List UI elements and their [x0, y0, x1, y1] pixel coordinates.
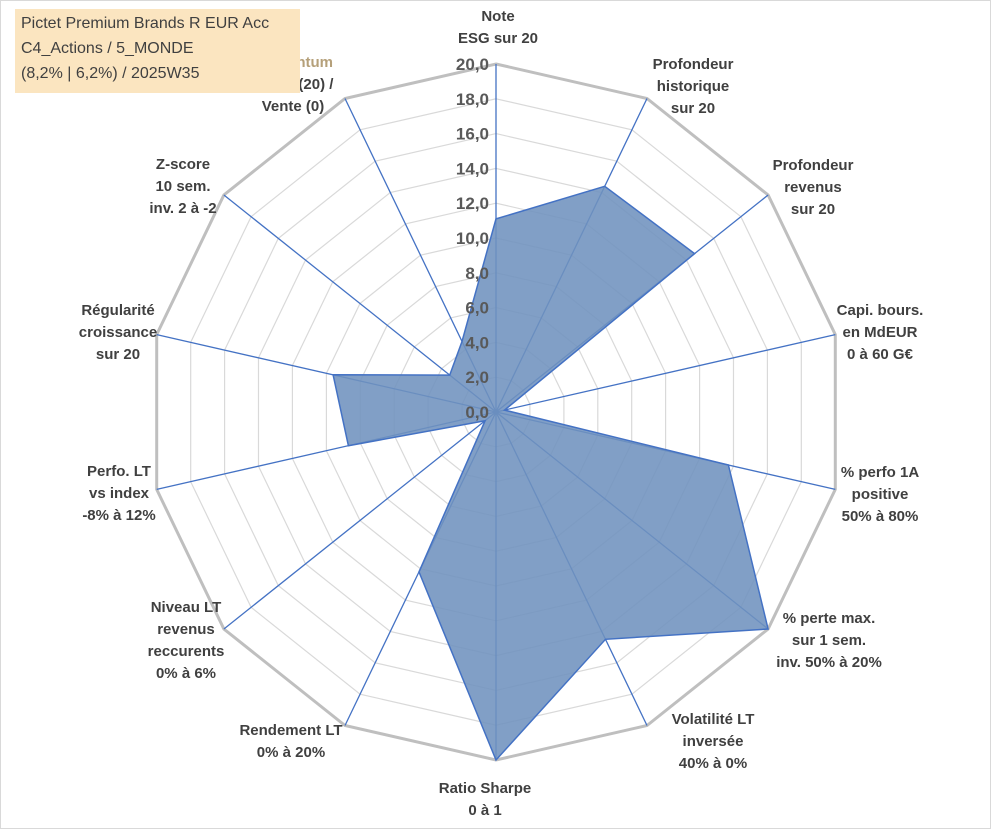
category-label: Niveau LT revenus reccurents 0% à 6% [148, 599, 225, 682]
tick-label: 20,0 [456, 55, 489, 74]
tick-label: 18,0 [456, 90, 489, 109]
tick-label: 0,0 [465, 403, 489, 422]
radar-category-labels: Note ESG sur 20 Profondeur historique sur 20… [79, 8, 924, 819]
tick-label: 2,0 [465, 368, 489, 387]
fund-category: C4_Actions / 5_MONDE [21, 40, 194, 57]
category-label: Volatilité LT inversée 40% à 0% [672, 711, 755, 772]
category-label: Perfo. LT vs index -8% à 12% [82, 463, 155, 524]
fund-title-box: Pictet Premium Brands R EUR Acc C4_Actio… [15, 9, 300, 93]
tick-label: 4,0 [465, 333, 489, 352]
category-label: Profondeur revenus sur 20 [773, 157, 854, 218]
category-label: Rendement LT 0% à 20% [239, 722, 342, 761]
tick-label: 10,0 [456, 229, 489, 248]
category-label: Ratio Sharpe 0 à 1 [439, 780, 532, 819]
radar-tick-labels: 0,0 2,0 4,0 6,0 8,0 10,0 12,0 14,0 16,0 18,0 20,0 [456, 55, 489, 422]
category-label: % perte max. sur 1 sem. inv. 50% à 20% [776, 610, 882, 671]
tick-label: 16,0 [456, 125, 489, 144]
category-label: Z-score 10 sem. inv. 2 à -2 [149, 156, 216, 217]
axis-spoke [495, 333, 836, 413]
tick-label: 14,0 [456, 159, 489, 178]
fund-stats: (8,2% | 6,2%) / 2025W35 [21, 65, 200, 82]
fund-name: Pictet Premium Brands R EUR Acc [21, 15, 270, 32]
tick-label: 8,0 [465, 264, 489, 283]
category-label: Note ESG sur 20 [458, 8, 538, 47]
series-area [332, 185, 770, 762]
tick-label: 12,0 [456, 194, 489, 213]
radar-series [332, 185, 770, 762]
axis-spoke [223, 411, 497, 630]
category-label: Profondeur historique sur 20 [653, 56, 734, 117]
tick-label: 6,0 [465, 299, 489, 318]
category-label: % perfo 1A positive 50% à 80% [841, 464, 920, 525]
category-label: Régularité croissance sur 20 [79, 302, 157, 363]
category-label: Capi. bours. en MdEUR 0 à 60 G€ [837, 302, 924, 363]
